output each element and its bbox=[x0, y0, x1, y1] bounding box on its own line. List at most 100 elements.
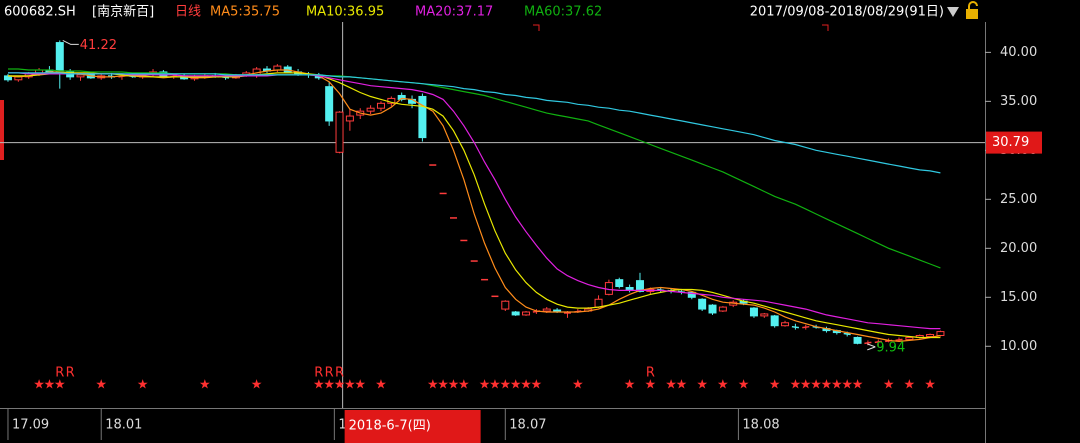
x-tick-label: 17.09 bbox=[12, 418, 49, 433]
signal-star: ★ bbox=[841, 378, 853, 393]
signal-r: R bbox=[314, 366, 323, 381]
candle-body bbox=[864, 341, 872, 345]
signal-star: ★ bbox=[199, 378, 211, 393]
y-tick-label: 35.00 bbox=[1000, 94, 1037, 109]
ma-line bbox=[8, 72, 941, 174]
signal-r: R bbox=[325, 366, 334, 381]
price-badge-label: 30.79 bbox=[992, 135, 1029, 150]
signal-star: ★ bbox=[676, 378, 688, 393]
signal-star: ★ bbox=[717, 378, 729, 393]
candle-body bbox=[926, 334, 935, 337]
signal-r: R bbox=[335, 366, 344, 381]
signal-star: ★ bbox=[800, 378, 812, 393]
candle-body bbox=[3, 75, 12, 81]
legend-entry: MA20:37.17 bbox=[415, 5, 493, 20]
y-tick-label: 15.00 bbox=[1000, 290, 1037, 305]
signal-star: ★ bbox=[769, 378, 781, 393]
max-annotation: 41.22 bbox=[80, 38, 117, 53]
signal-star: ★ bbox=[44, 378, 56, 393]
candle-body bbox=[698, 298, 707, 310]
signal-star: ★ bbox=[665, 378, 677, 393]
signal-star: ★ bbox=[375, 378, 387, 393]
signal-star: ★ bbox=[437, 378, 449, 393]
candle-body bbox=[936, 331, 945, 337]
candle-body bbox=[335, 111, 344, 153]
signal-star: ★ bbox=[821, 378, 833, 393]
candle-body bbox=[770, 315, 779, 327]
candle-body bbox=[687, 291, 696, 298]
period: 日线 bbox=[175, 5, 201, 20]
candle-body bbox=[905, 336, 914, 340]
y-tick-label: 40.00 bbox=[1000, 45, 1037, 60]
signal-r: R bbox=[66, 366, 75, 381]
annotation-leader bbox=[62, 39, 79, 45]
signal-star: ★ bbox=[531, 378, 543, 393]
signal-star: ★ bbox=[344, 378, 356, 393]
signal-star: ★ bbox=[334, 378, 346, 393]
signal-star: ★ bbox=[831, 378, 843, 393]
candle-body bbox=[781, 322, 790, 327]
candle-body bbox=[843, 332, 851, 336]
annotation-leader bbox=[867, 343, 876, 351]
lock-shackle bbox=[968, 1, 978, 9]
lock-icon[interactable] bbox=[966, 1, 978, 19]
y-tick-label: 25.00 bbox=[1000, 192, 1037, 207]
y-tick-label: 20.00 bbox=[1000, 241, 1037, 256]
candle-body bbox=[802, 325, 810, 329]
signal-star: ★ bbox=[852, 378, 864, 393]
signal-star: ★ bbox=[572, 378, 584, 393]
dropdown-icon[interactable] bbox=[947, 7, 959, 17]
side-marker bbox=[0, 100, 4, 160]
candle-body bbox=[366, 107, 375, 112]
signal-star: ★ bbox=[137, 378, 149, 393]
signal-star: ★ bbox=[624, 378, 636, 393]
x-tick-label: 18.01 bbox=[105, 418, 142, 433]
signal-star: ★ bbox=[323, 378, 335, 393]
top-marker bbox=[533, 24, 540, 31]
signal-star: ★ bbox=[738, 378, 750, 393]
candle-body bbox=[853, 336, 862, 344]
ma-line bbox=[8, 68, 941, 269]
candle-body bbox=[376, 102, 385, 109]
y-tick-label: 10.00 bbox=[1000, 339, 1037, 354]
candle-body bbox=[615, 279, 624, 288]
symbol: 600682.SH bbox=[4, 5, 76, 20]
candle-body bbox=[635, 280, 644, 292]
signal-star: ★ bbox=[883, 378, 895, 393]
candle-body bbox=[345, 115, 354, 122]
signal-star: ★ bbox=[251, 378, 263, 393]
candle-body bbox=[397, 94, 406, 100]
ma-line bbox=[8, 72, 941, 330]
ma-line bbox=[8, 72, 941, 339]
signal-star: ★ bbox=[510, 378, 522, 393]
signal-star: ★ bbox=[645, 378, 657, 393]
x-tick-label: 18.08 bbox=[742, 418, 779, 433]
x-tick-label: 1 bbox=[338, 418, 346, 433]
candle-body bbox=[55, 42, 64, 73]
candle-body bbox=[418, 95, 427, 139]
signal-star: ★ bbox=[313, 378, 325, 393]
signal-star: ★ bbox=[54, 378, 66, 393]
signal-star: ★ bbox=[33, 378, 45, 393]
signal-star: ★ bbox=[458, 378, 470, 393]
stock-name: [南京新百] bbox=[92, 4, 154, 20]
signal-star: ★ bbox=[904, 378, 916, 393]
candle-body bbox=[749, 307, 758, 317]
date-range: 2017/09/08-2018/08/29(91日) bbox=[750, 5, 944, 20]
min-annotation: 9.94 bbox=[876, 340, 905, 355]
candle-body bbox=[594, 298, 603, 308]
date-badge-label: 2018-6-7(四) bbox=[349, 419, 431, 434]
candle-body bbox=[522, 311, 531, 316]
signal-star: ★ bbox=[489, 378, 501, 393]
signal-star: ★ bbox=[95, 378, 107, 393]
candle-body bbox=[325, 86, 334, 122]
candle-body bbox=[708, 304, 717, 314]
candle-body bbox=[874, 340, 882, 344]
legend-entry: MA5:35.75 bbox=[210, 5, 280, 20]
signal-star: ★ bbox=[499, 378, 511, 393]
candle-body bbox=[501, 300, 510, 310]
signal-star: ★ bbox=[427, 378, 439, 393]
price-badge bbox=[986, 131, 1042, 154]
